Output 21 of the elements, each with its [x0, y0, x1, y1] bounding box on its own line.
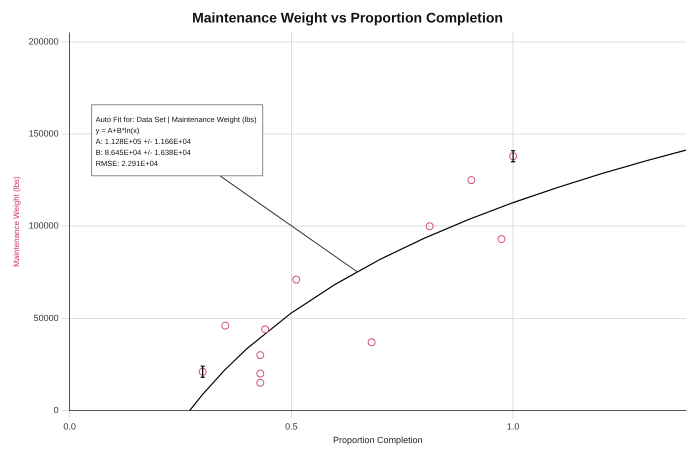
point: [426, 222, 434, 230]
y-tick-label: 50000: [34, 312, 59, 323]
point: [467, 176, 476, 184]
y-tick-label: 100000: [28, 220, 59, 231]
x-tick-label: 0.0: [63, 421, 76, 432]
point: [261, 325, 270, 334]
y-tick-label: 0: [54, 404, 59, 415]
x-axis-title: Proportion Completion: [333, 435, 423, 446]
point: [498, 235, 506, 244]
y-tick-label: 200000: [28, 36, 59, 46]
point: [368, 338, 376, 346]
point: [221, 322, 230, 330]
point: [256, 370, 264, 378]
point: [256, 378, 264, 387]
point: [256, 351, 264, 360]
y-tick-label: 150000: [28, 128, 59, 139]
x-tick-label: 0.5: [285, 421, 298, 432]
y-axis-title: Maintenance Weight (lbs): [12, 176, 22, 267]
x-tick-label: 1.0: [506, 421, 520, 432]
point: [292, 276, 300, 284]
chart-title: Maintenance Weight vs Proportion Completion: [192, 9, 503, 26]
